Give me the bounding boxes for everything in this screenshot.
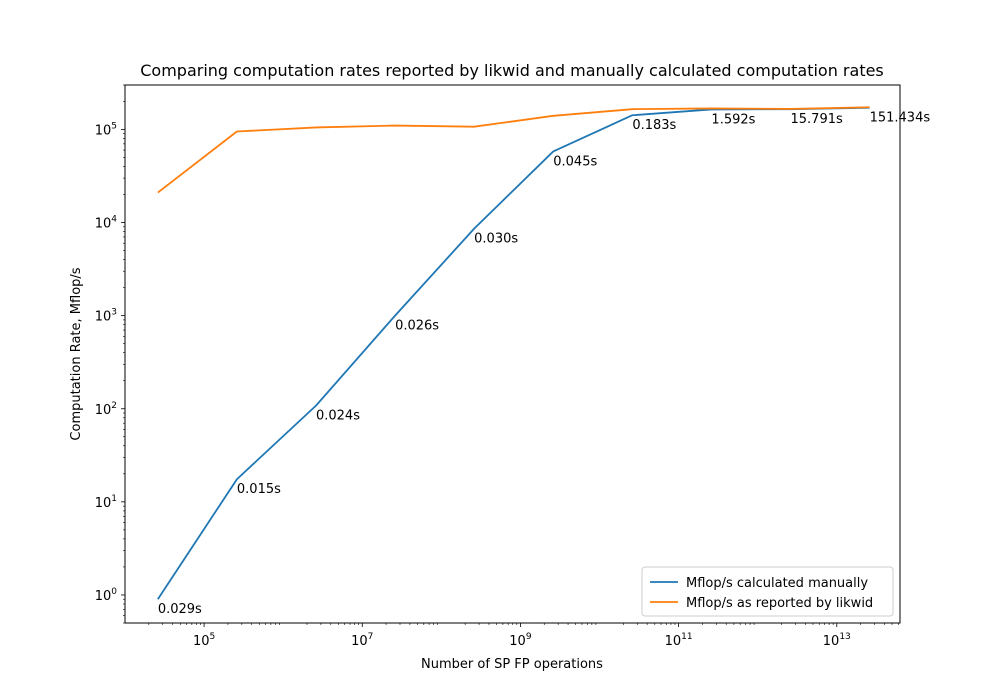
- legend: Mflop/s calculated manually Mflop/s as r…: [641, 566, 894, 617]
- x-tick-label: 1013: [823, 632, 851, 649]
- x-axis-label: Number of SP FP operations: [421, 657, 603, 672]
- x-tick-label: 105: [193, 632, 215, 649]
- annotation-label: 0.026s: [395, 319, 439, 334]
- x-tick-label: 109: [509, 632, 532, 649]
- x-tick-label: 107: [351, 632, 373, 649]
- y-tick-label: 101: [95, 494, 117, 511]
- annotation-label: 0.045s: [553, 154, 597, 169]
- series-line-1: [157, 106, 870, 194]
- x-tick-label: 1011: [665, 632, 693, 649]
- x-axis: 105 107 109 1011 1013: [148, 623, 899, 649]
- annotation-label: 15.791s: [791, 112, 843, 127]
- annotation-label: 0.183s: [632, 118, 676, 133]
- legend-label-manual: Mflop/s calculated manually: [686, 576, 868, 591]
- y-tick-label: 100: [95, 587, 118, 604]
- annotation-label: 0.015s: [237, 482, 281, 497]
- y-axis: 100 101 102 103 104 105: [95, 84, 125, 624]
- chart-title: Comparing computation rates reported by …: [140, 61, 884, 80]
- y-tick-label: 104: [95, 215, 118, 232]
- legend-box: [641, 566, 894, 617]
- y-tick-label: 105: [95, 121, 117, 138]
- annotation-label: 0.030s: [474, 232, 518, 247]
- plot-lines: [157, 106, 870, 600]
- legend-label-likwid: Mflop/s as reported by likwid: [686, 596, 873, 611]
- y-tick-label: 102: [95, 401, 117, 418]
- point-annotations: 0.029s 0.015s 0.024s 0.026s 0.030s 0.045s 0.18…: [158, 111, 931, 618]
- y-axis-label: Computation Rate, Mflop/s: [69, 267, 84, 440]
- annotation-label: 1.592s: [711, 112, 755, 127]
- y-tick-label: 103: [95, 308, 117, 325]
- annotation-label: 0.024s: [316, 409, 360, 424]
- annotation-label: 0.029s: [158, 602, 202, 617]
